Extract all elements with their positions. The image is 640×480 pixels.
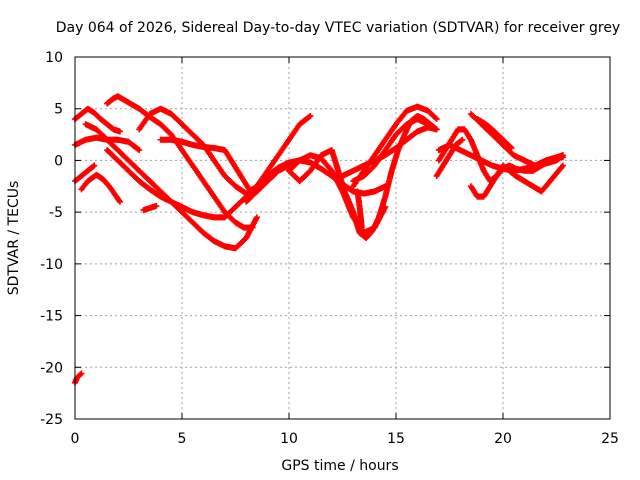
y-tick-label: -10 bbox=[40, 257, 63, 273]
data-point bbox=[507, 143, 514, 150]
data-point bbox=[358, 224, 365, 231]
x-tick-label: 20 bbox=[494, 431, 512, 447]
data-point bbox=[559, 152, 566, 159]
series-trace-10 bbox=[157, 136, 254, 195]
y-axis-label: SDTVAR / TECUs bbox=[6, 181, 22, 296]
series-trace-9 bbox=[136, 105, 314, 197]
series-trace-22 bbox=[467, 110, 566, 169]
data-series-layer bbox=[72, 93, 566, 386]
data-point bbox=[116, 198, 123, 205]
series-trace-17 bbox=[350, 116, 432, 185]
y-tick-label: -20 bbox=[40, 360, 63, 376]
data-point bbox=[253, 214, 260, 221]
y-tick-label: -15 bbox=[40, 309, 63, 325]
y-tick-label: 10 bbox=[45, 50, 63, 66]
plot-frame bbox=[74, 56, 611, 420]
series-trace-21 bbox=[467, 154, 566, 200]
data-point bbox=[459, 136, 466, 143]
x-tick-label: 15 bbox=[387, 431, 405, 447]
y-tick-label: -25 bbox=[40, 412, 63, 428]
series-trace-23 bbox=[474, 116, 515, 152]
data-point bbox=[306, 113, 313, 120]
data-point bbox=[433, 116, 440, 123]
x-tick-label: 0 bbox=[71, 431, 80, 447]
series-trace-7 bbox=[82, 121, 260, 252]
data-point bbox=[307, 112, 314, 119]
series-trace-18 bbox=[354, 188, 365, 231]
y-tick-label: -5 bbox=[49, 205, 63, 221]
data-point bbox=[91, 162, 98, 169]
data-point bbox=[432, 115, 439, 122]
series-trace-11 bbox=[140, 202, 160, 214]
series-trace-1 bbox=[72, 370, 85, 386]
series-trace-6 bbox=[104, 93, 256, 231]
data-point bbox=[77, 371, 84, 378]
data-point bbox=[135, 146, 142, 153]
series-trace-3 bbox=[78, 171, 123, 205]
data-point bbox=[508, 145, 515, 152]
y-tick-label: 5 bbox=[54, 102, 63, 118]
axis-tick-labels: 0 5 10 15 20 25 -25 -20 -15 -10 -5 0 5 10 bbox=[40, 50, 619, 447]
x-tick-label: 10 bbox=[280, 431, 298, 447]
x-tick-label: 5 bbox=[178, 431, 187, 447]
series-trace-5 bbox=[72, 162, 98, 185]
data-point bbox=[78, 370, 85, 377]
data-point bbox=[136, 147, 143, 154]
data-point bbox=[153, 202, 160, 209]
series-trace-24 bbox=[433, 136, 466, 179]
x-axis-label: GPS time / hours bbox=[281, 458, 398, 474]
data-point bbox=[559, 162, 566, 169]
series-trace-16 bbox=[350, 103, 440, 190]
x-tick-label: 25 bbox=[601, 431, 619, 447]
y-tick-label: 0 bbox=[54, 153, 63, 169]
data-point bbox=[433, 126, 440, 133]
data-point bbox=[247, 188, 254, 195]
chart-title: Day 064 of 2026, Sidereal Day-to-day VTE… bbox=[56, 20, 620, 36]
data-point bbox=[425, 121, 432, 128]
data-point bbox=[116, 128, 123, 135]
axis-ticks bbox=[74, 56, 611, 420]
